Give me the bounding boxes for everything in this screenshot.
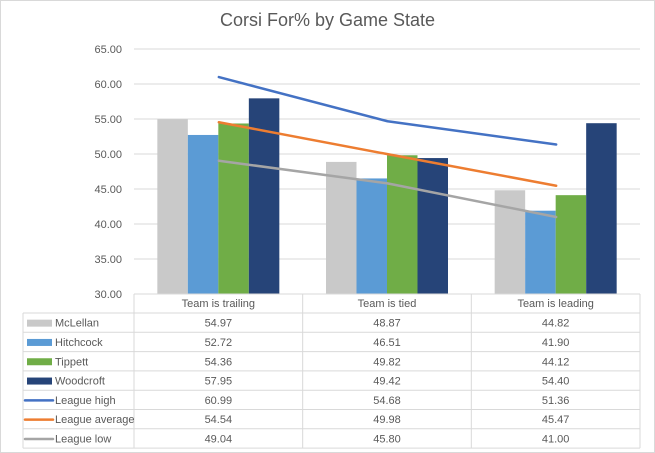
chart-title: Corsi For% by Game State: [219, 10, 436, 30]
table-cell: 54.68: [373, 395, 401, 407]
category-label: Team is leading: [517, 298, 593, 310]
table-cell: 44.82: [542, 318, 570, 330]
table-cell: 57.95: [205, 376, 233, 388]
table-cell: 54.97: [205, 318, 233, 330]
table-cell: 49.42: [373, 376, 401, 388]
line-league-average: [217, 120, 558, 187]
line-league-high: [217, 75, 558, 146]
legend-label-mclellan: McLellan: [55, 318, 99, 330]
legend-label-league-high: League high: [55, 395, 116, 407]
line-league-low: [217, 159, 558, 219]
bar-hitchcock: [525, 210, 556, 294]
bar-mclellan: [157, 119, 188, 295]
bar-hitchcock: [187, 134, 219, 294]
legend-key-hitchcock: [27, 338, 52, 346]
bar-woodcroft: [586, 123, 617, 294]
bar-hitchcock: [356, 178, 387, 294]
table-cell: 54.40: [542, 376, 570, 388]
table-cell: 52.72: [205, 337, 233, 349]
y-tick-label: 50.00: [94, 149, 122, 161]
table-cell: 45.80: [373, 433, 401, 445]
table-cell: 49.82: [373, 356, 401, 368]
table-cell: 54.54: [205, 414, 233, 426]
y-tick-label: 40.00: [94, 219, 122, 231]
y-tick-label: 65.00: [94, 44, 122, 56]
bar-tippett: [218, 123, 249, 294]
table-cell: 41.90: [542, 337, 570, 349]
table-cell: 48.87: [373, 318, 401, 330]
y-tick-label: 60.00: [94, 79, 122, 91]
y-tick-label: 35.00: [94, 254, 122, 266]
legend-label-woodcroft: Woodcroft: [55, 376, 105, 388]
bar-tippett: [387, 155, 418, 294]
legend-key-mclellan: [27, 319, 52, 327]
bar-tippett: [555, 195, 587, 294]
legend-key-tippett: [27, 358, 52, 366]
y-tick-label: 45.00: [94, 184, 122, 196]
category-label: Team is tied: [358, 298, 417, 310]
legend-label-league-average: League average: [55, 414, 135, 426]
bar-woodcroft: [417, 158, 448, 294]
legend-label-league-low: League low: [55, 433, 111, 445]
y-tick-label: 55.00: [94, 114, 122, 126]
legend-label-tippett: Tippett: [55, 356, 88, 368]
table-cell: 54.36: [205, 356, 233, 368]
table-cell: 49.04: [205, 433, 233, 445]
table-cell: 44.12: [542, 356, 570, 368]
category-label: Team is trailing: [182, 298, 255, 310]
table-cell: 46.51: [373, 337, 401, 349]
legend-label-hitchcock: Hitchcock: [55, 337, 103, 349]
y-tick-label: 30.00: [94, 289, 122, 301]
bar-mclellan: [326, 161, 357, 294]
table-cell: 41.00: [542, 433, 570, 445]
table-cell: 60.99: [205, 395, 233, 407]
table-cell: 49.98: [373, 414, 401, 426]
table-cell: 51.36: [542, 395, 570, 407]
legend-key-woodcroft: [27, 377, 52, 385]
table-cell: 45.47: [542, 414, 570, 426]
